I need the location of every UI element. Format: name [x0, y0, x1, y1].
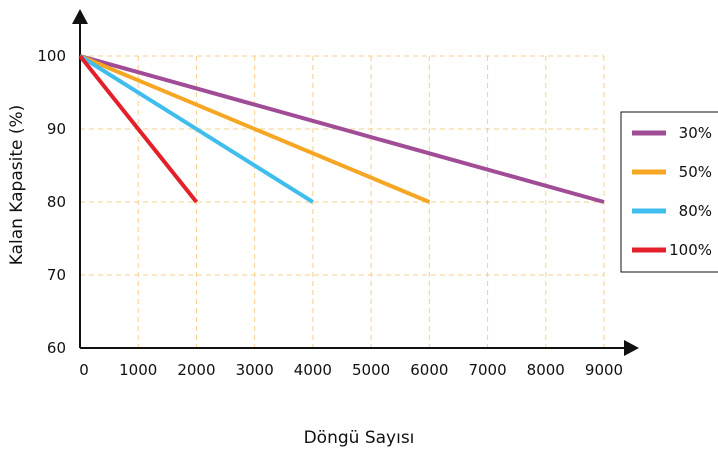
x-tick-label: 8000 [527, 361, 565, 379]
x-tick-labels: 0 1000 2000 3000 4000 5000 6000 7000 8000 9000 [79, 361, 623, 379]
y-tick-label: 80 [47, 193, 66, 211]
x-tick-label: 3000 [236, 361, 274, 379]
y-tick-label: 60 [47, 339, 66, 357]
x-axis-title: Döngü Sayısı [304, 428, 415, 448]
y-tick-label: 70 [47, 266, 66, 284]
x-tick-label: 4000 [294, 361, 332, 379]
y-axis-arrow [72, 9, 88, 24]
grid [80, 55, 605, 348]
legend-label: 100% [669, 241, 712, 259]
series-lines [78, 54, 605, 204]
x-tick-label: 7000 [468, 361, 506, 379]
legend-box [620, 111, 718, 273]
y-tick-label: 90 [47, 120, 66, 138]
x-tick-label: 1000 [119, 361, 157, 379]
x-tick-label: 9000 [585, 361, 623, 379]
series-line-80pct [78, 54, 314, 204]
y-tick-label: 100 [37, 47, 66, 65]
legend: 30% 50% 80% 100% [620, 111, 718, 273]
y-axis-title: Kalan Kapasite (%) [7, 105, 27, 266]
x-axis-arrow [624, 340, 639, 356]
legend-label: 80% [679, 202, 712, 220]
x-tick-label: 6000 [410, 361, 448, 379]
legend-label: 50% [679, 163, 712, 181]
series-line-50pct [79, 54, 431, 204]
series-line-100pct [78, 54, 199, 204]
x-tick-label: 5000 [352, 361, 390, 379]
legend-label: 30% [679, 124, 712, 142]
x-tick-label: 2000 [177, 361, 215, 379]
y-tick-labels: 60 70 80 90 100 [37, 47, 66, 357]
x-tick-label: 0 [79, 361, 89, 379]
axes [72, 9, 639, 356]
series-line-30pct [79, 54, 605, 204]
